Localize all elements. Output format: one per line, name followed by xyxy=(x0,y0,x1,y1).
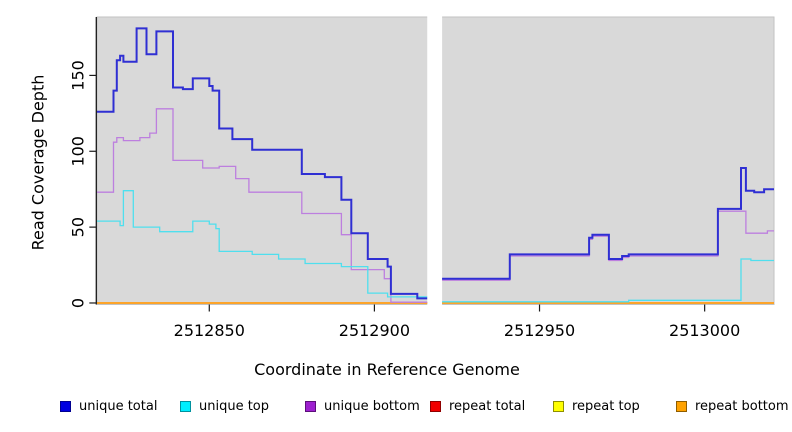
legend-swatch-icon-unique-total xyxy=(60,400,71,412)
x-tick-label: 2512950 xyxy=(504,321,575,340)
y-tick-label: 100 xyxy=(69,136,88,167)
legend-item-repeat-bottom: repeat bottom xyxy=(676,398,789,414)
x-tick-label: 2512850 xyxy=(174,321,245,340)
legend-item-unique-bottom: unique bottom xyxy=(305,398,420,414)
x-tick-label: 2513000 xyxy=(669,321,740,340)
legend-swatch-icon-repeat-bottom xyxy=(676,400,687,412)
series-unique-top xyxy=(97,190,428,298)
legend-item-repeat-top: repeat top xyxy=(553,398,640,414)
series-unique-top xyxy=(442,258,774,303)
legend-label: unique bottom xyxy=(324,398,420,414)
legend-label: repeat total xyxy=(449,398,526,414)
legend-swatch-icon-unique-bottom xyxy=(305,400,316,412)
chart-legend: unique total unique top unique bottom repea… xyxy=(0,398,792,418)
legend-item-unique-top: unique top xyxy=(180,398,269,414)
y-axis-title: Read Coverage Depth xyxy=(28,74,48,251)
y-tick-label: 50 xyxy=(69,217,88,237)
no-data-gap-band xyxy=(427,16,443,305)
y-tick-label: 0 xyxy=(69,298,88,308)
legend-label: unique total xyxy=(79,398,158,414)
legend-swatch-icon-repeat-total xyxy=(430,400,441,412)
legend-item-unique-total: unique total xyxy=(60,398,157,414)
legend-swatch-icon-unique-top xyxy=(180,400,191,412)
legend-item-repeat-total: repeat total xyxy=(430,398,525,414)
series-unique-bottom xyxy=(97,108,428,303)
series-unique-total xyxy=(442,167,774,280)
x-axis-title: Coordinate in Reference Genome xyxy=(254,360,520,379)
x-tick-label: 2512900 xyxy=(339,321,410,340)
legend-label: repeat top xyxy=(572,398,640,414)
series-unique-total xyxy=(97,27,428,300)
y-tick-label: 150 xyxy=(69,60,88,91)
legend-swatch-icon-repeat-top xyxy=(553,400,564,412)
legend-label: unique top xyxy=(199,398,270,414)
legend-label: repeat bottom xyxy=(695,398,789,414)
